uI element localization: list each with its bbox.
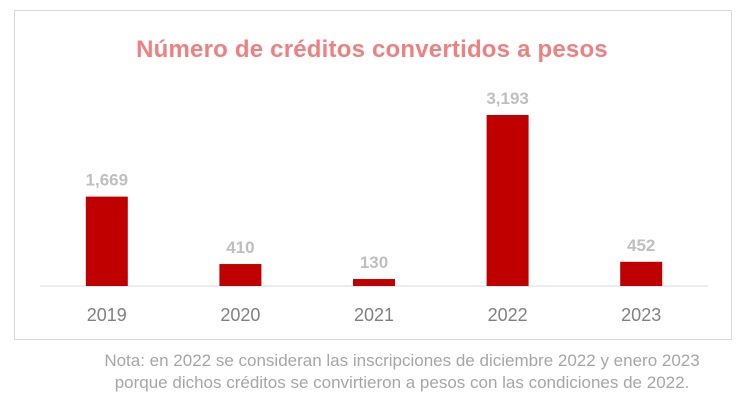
x-tick-label-2019: 2019 <box>87 305 127 325</box>
data-label-2023: 452 <box>627 236 655 255</box>
footnote-line-2: porque dichos créditos se convirtieron a… <box>114 373 690 392</box>
chart-title: Número de créditos convertidos a pesos <box>136 36 608 63</box>
bar-2020 <box>219 264 262 286</box>
data-label-2019: 1,669 <box>86 171 129 190</box>
bar-2022 <box>486 115 529 286</box>
bar-2021 <box>353 279 395 286</box>
x-tick-label-2022: 2022 <box>488 305 528 325</box>
footnote-line-1: Nota: en 2022 se consideran las inscripc… <box>104 351 700 370</box>
data-label-2022: 3,193 <box>486 89 529 108</box>
footnote: Nota: en 2022 se consideran las inscripc… <box>60 350 744 394</box>
bar-2023 <box>620 261 663 286</box>
x-tick-label-2023: 2023 <box>621 305 661 325</box>
data-label-2020: 410 <box>226 238 254 257</box>
x-tick-label-2021: 2021 <box>354 305 394 325</box>
data-label-2021: 130 <box>360 253 388 272</box>
x-tick-label-2020: 2020 <box>220 305 260 325</box>
bar-2019 <box>85 196 128 286</box>
